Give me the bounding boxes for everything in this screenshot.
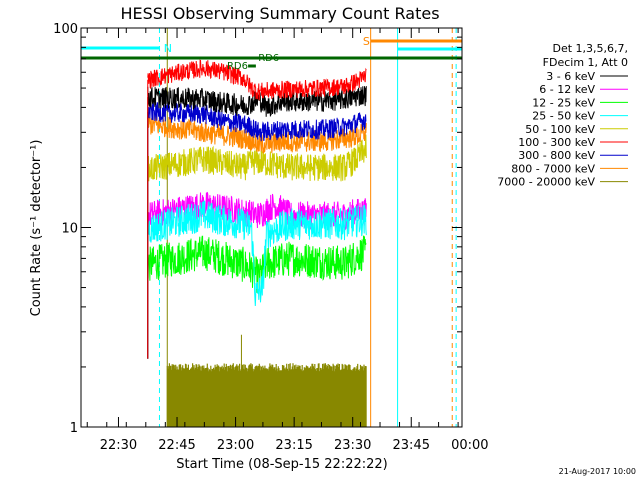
y-axis-label: Count Rate (s⁻¹ detector⁻¹) — [29, 140, 44, 317]
x-axis-label: Start Time (08-Sep-15 22:22:22) — [176, 457, 387, 472]
legend-entry-label: 12 - 25 keV — [532, 96, 595, 109]
legend-entry-label: 7000 - 20000 keV — [497, 176, 595, 189]
y-tick-label: 100 — [53, 22, 78, 37]
chart-title: HESSI Observing Summary Count Rates — [120, 4, 439, 23]
legend-header-line2: FDecim 1, Att 0 — [543, 56, 628, 69]
series-line — [147, 200, 367, 307]
series-2 — [147, 235, 367, 359]
series-line — [166, 363, 367, 427]
legend: Det 1,3,5,6,7,FDecim 1, Att 03 - 6 keV6 … — [497, 42, 628, 189]
legend-entry-label: 6 - 12 keV — [539, 83, 595, 96]
annotation-n: N — [164, 42, 172, 55]
series-line — [147, 102, 367, 142]
x-tick-label: 23:15 — [275, 438, 312, 453]
y-tick-label: 1 — [70, 421, 78, 436]
legend-entry-label: 100 - 300 keV — [518, 136, 595, 149]
y-tick-label: 10 — [61, 222, 78, 237]
annotation-rd6-lower: RD6 — [227, 61, 248, 72]
x-tick-label: 22:45 — [158, 438, 195, 453]
x-tick-label: 22:30 — [100, 438, 137, 453]
legend-header-line1: Det 1,3,5,6,7, — [552, 42, 628, 55]
series-line — [147, 59, 367, 101]
plot-area — [81, 28, 462, 427]
series-8 — [166, 334, 367, 427]
x-tick-label: 23:00 — [217, 438, 254, 453]
plot-frame: 1 10 100 22:30 22:45 23:00 23:15 23:30 23:45 00:0… — [53, 22, 488, 453]
legend-entry-label: 50 - 100 keV — [525, 123, 595, 136]
series-line — [147, 114, 367, 154]
legend-entry-label: 300 - 800 keV — [518, 149, 595, 162]
x-tick-label: 23:30 — [334, 438, 371, 453]
x-tick-label: 23:45 — [393, 438, 430, 453]
timestamp-label: 21-Aug-2017 10:00 — [559, 467, 636, 476]
series-line — [147, 235, 367, 293]
legend-entry-label: 3 - 6 keV — [546, 70, 595, 83]
x-tick-label: 00:00 — [451, 438, 488, 453]
legend-entry-label: 25 - 50 keV — [532, 110, 595, 123]
series-5 — [147, 59, 367, 359]
series-line — [147, 86, 367, 117]
annotation-s: S — [363, 35, 370, 48]
series-7 — [147, 114, 367, 359]
annotation-rd6-upper: RD6 — [258, 53, 279, 64]
legend-entry-label: 800 - 7000 keV — [511, 162, 595, 175]
